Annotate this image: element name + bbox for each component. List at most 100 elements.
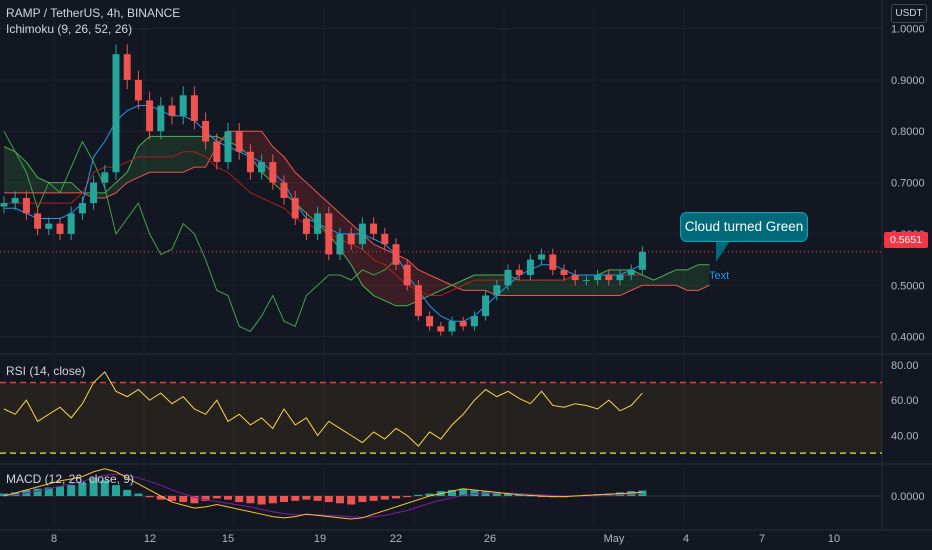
candle-body	[347, 233, 355, 245]
cloud-segment	[530, 280, 542, 296]
candle-body	[22, 197, 30, 214]
callout-cloud-green[interactable]: Cloud turned Green	[680, 212, 808, 242]
macd-histogram-bar	[201, 496, 210, 501]
rsi-line	[3, 371, 643, 447]
candle-body	[258, 162, 266, 173]
macd-histogram-bar	[616, 492, 624, 496]
candle-body	[146, 100, 154, 132]
candle-body	[90, 182, 98, 204]
macd-histogram-bar	[168, 496, 176, 501]
cloud-segment	[653, 274, 665, 286]
macd-histogram-bar	[0, 493, 8, 496]
rsi-tick-label: 40.00	[891, 431, 919, 443]
macd-histogram-bar	[67, 485, 76, 496]
macd-histogram-bar	[145, 496, 154, 498]
macd-histogram-bar	[504, 493, 512, 496]
macd-histogram-bar	[515, 494, 524, 496]
last-price-label: 0.5651	[884, 232, 928, 248]
macd-histogram-bar	[638, 490, 647, 496]
cloud-segment	[676, 269, 688, 291]
macd-histogram-bar	[78, 482, 87, 496]
macd-histogram-bar	[212, 496, 221, 499]
macd-histogram-bar	[33, 488, 42, 496]
candle-body	[470, 316, 478, 327]
candle-body	[414, 285, 422, 317]
candle-body	[538, 254, 546, 260]
macd-histogram-bar	[369, 496, 378, 501]
macd-histogram-bar	[470, 489, 479, 496]
rsi-legend[interactable]: RSI (14, close)	[6, 364, 86, 378]
candle-body	[134, 79, 142, 101]
candle-body	[392, 244, 400, 265]
cloud-segment	[642, 274, 654, 286]
cloud-segment	[541, 280, 553, 296]
price-tick-label: 0.8000	[891, 126, 925, 138]
candle-body	[515, 269, 523, 275]
ichimoku-legend[interactable]: Ichimoku (9, 26, 52, 26)	[6, 22, 133, 36]
cloud-segment	[362, 233, 374, 296]
candle-body	[269, 162, 277, 183]
macd-histogram-bar	[257, 496, 266, 505]
candle-body	[123, 54, 131, 80]
currency-badge[interactable]: USDT	[891, 4, 927, 23]
macd-histogram-bar	[313, 496, 322, 501]
candle-body	[594, 274, 602, 281]
macd-histogram-bar	[190, 496, 199, 504]
cloud-segment	[60, 182, 72, 193]
macd-legend[interactable]: MACD (12, 26, close, 9)	[6, 472, 135, 486]
macd-histogram-bar	[414, 494, 423, 496]
candle-body	[78, 203, 86, 214]
macd-tick-label: 0.0000	[891, 491, 925, 503]
macd-histogram-bar	[481, 491, 490, 496]
price-tick-label: 0.7000	[891, 178, 925, 190]
macd-histogram-bar	[268, 496, 277, 504]
cloud-segment	[698, 264, 710, 291]
macd-histogram-bar	[156, 496, 165, 500]
time-tick-label: 12	[144, 533, 156, 545]
macd-histogram-bar	[492, 492, 501, 496]
macd-histogram-bar	[56, 486, 64, 496]
annotation-text[interactable]: Text	[709, 270, 730, 282]
cloud-segment	[429, 274, 441, 296]
time-tick-label: 8	[51, 533, 57, 545]
cloud-segment	[127, 146, 139, 183]
macd-histogram-bar	[459, 488, 468, 496]
time-tick-label: 26	[484, 533, 496, 545]
cloud-segment	[26, 162, 38, 193]
candle-body	[157, 105, 165, 132]
candle-body	[325, 213, 333, 255]
macd-histogram-bar	[425, 493, 434, 496]
candle-body	[291, 197, 299, 219]
price-tick-label: 0.9000	[891, 75, 925, 87]
cloud-segment	[15, 151, 27, 193]
candle-body	[112, 54, 120, 173]
callout-pointer	[716, 241, 730, 262]
macd-histogram-bar	[448, 489, 456, 496]
candle-body	[45, 223, 53, 229]
candle-body	[224, 131, 232, 163]
candle-body	[493, 285, 501, 296]
cloud-segment	[149, 136, 161, 173]
candle-body	[549, 254, 557, 270]
candle-body	[101, 172, 109, 183]
candle-body	[358, 223, 366, 245]
macd-histogram-bar	[358, 496, 367, 503]
macd-histogram-bar	[336, 496, 344, 504]
time-tick-label: 10	[828, 533, 840, 545]
macd-histogram-bar	[235, 496, 244, 503]
candle-body	[67, 213, 75, 234]
candle-body	[448, 321, 456, 332]
candle-body	[280, 182, 288, 198]
candle-body	[560, 269, 568, 275]
time-tick-label: 15	[222, 533, 234, 545]
time-tick-label: 22	[390, 533, 402, 545]
price-tick-label: 1.0000	[891, 24, 925, 36]
macd-histogram-bar	[604, 493, 613, 496]
cloud-segment	[183, 136, 195, 173]
candle-body	[246, 151, 254, 173]
macd-histogram-bar	[100, 480, 109, 496]
candle-body	[403, 264, 411, 286]
candle-body	[504, 269, 512, 286]
cloud-segment	[452, 280, 464, 291]
